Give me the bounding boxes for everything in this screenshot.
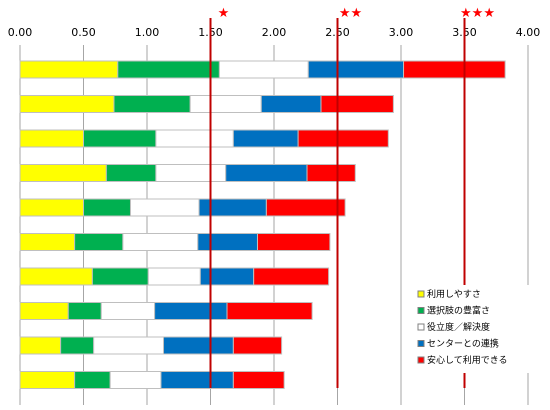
legend-swatch [417, 356, 425, 364]
bar-segment [19, 129, 84, 148]
bar-segment [232, 371, 285, 389]
bar-segment [256, 233, 331, 251]
bar-segment [307, 60, 405, 79]
bar-segment [155, 129, 234, 148]
legend-box [412, 285, 532, 373]
bar-segment [113, 95, 191, 113]
bar-segment [225, 164, 308, 182]
bar-segment [93, 336, 165, 355]
legend-label: 安心して利用できる [427, 354, 508, 366]
star-label: ★ [218, 6, 230, 21]
bar-segment [19, 233, 76, 251]
legend-label: 利用しやすさ [427, 288, 481, 300]
bar-segment [253, 267, 330, 286]
bar-segment [129, 198, 200, 217]
legend-swatch [417, 323, 425, 331]
bar-segment [19, 60, 119, 79]
bar-segment [160, 371, 234, 389]
bar-segment [147, 267, 201, 286]
bar-segment [109, 371, 162, 389]
bar-segment [155, 164, 227, 182]
bar-segment [154, 302, 228, 320]
bar-segment [19, 336, 62, 355]
bar-segment [163, 336, 234, 355]
bar-segment [232, 129, 299, 148]
x-tick-label: 1.00 [135, 26, 160, 39]
bar-segment [19, 267, 93, 286]
bar-segment [74, 371, 111, 389]
bar-segment [122, 233, 199, 251]
bars [19, 60, 506, 389]
bar-segment [117, 60, 220, 79]
bar-segment [297, 129, 389, 148]
legend-swatch [417, 340, 425, 347]
bar-segment [320, 95, 394, 113]
bar-segment [199, 267, 255, 286]
bar-segment [260, 95, 322, 113]
star-label: ★★ [339, 6, 362, 21]
bar-segment [306, 164, 356, 182]
bar-segment [67, 302, 102, 320]
bar-segment [197, 233, 258, 251]
legend-swatch [417, 290, 425, 298]
bar-segment [218, 60, 309, 79]
x-tick-label: 0.00 [8, 26, 33, 39]
legend-label: 役立度／解決度 [427, 321, 490, 333]
bar-segment [91, 267, 149, 286]
bar-segment [403, 60, 506, 79]
x-tick-label: 0.50 [71, 26, 96, 39]
bar-segment [105, 164, 157, 182]
bar-segment [19, 371, 76, 389]
bar-segment [232, 336, 283, 355]
legend-swatch [417, 307, 425, 314]
bar-segment [19, 302, 69, 320]
bar-segment [19, 164, 107, 182]
bar-segment [60, 336, 95, 355]
legend-label: センターとの連携 [427, 338, 499, 350]
bar-segment [83, 198, 131, 217]
bar-segment [74, 233, 124, 251]
bar-segment [83, 129, 157, 148]
x-tick-label: 2.00 [262, 26, 287, 39]
x-axis-tick-labels: 0.000.501.001.502.002.503.003.504.00 [8, 26, 541, 39]
bar-segment [19, 95, 115, 113]
star-labels: ★ ★★ ★★★ [218, 6, 495, 21]
bar-segment [100, 302, 156, 320]
bar-segment [265, 198, 346, 217]
bar-segment [19, 198, 84, 217]
legend-label: 選択肢の豊富さ [427, 305, 490, 317]
bar-segment [198, 198, 267, 217]
bar-segment [189, 95, 262, 113]
bar-segment [226, 302, 313, 320]
x-tick-label: 3.00 [389, 26, 414, 39]
star-label: ★★★ [460, 6, 495, 21]
x-tick-label: 4.00 [516, 26, 541, 39]
